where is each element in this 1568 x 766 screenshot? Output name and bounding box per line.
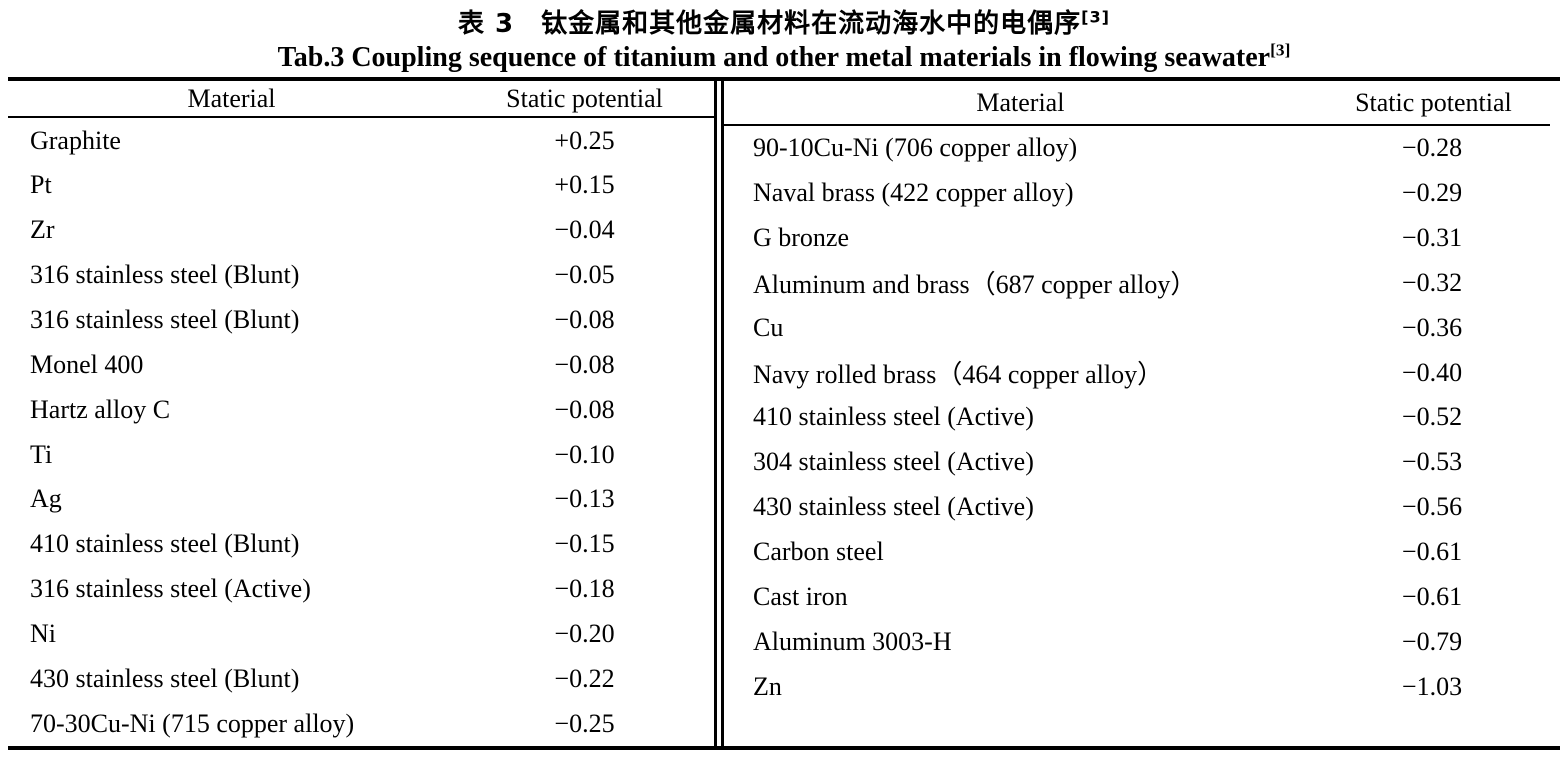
material-column-header: Material [187,83,276,113]
table-row: 304 stainless steel (Active) −0.53 [724,440,1550,485]
material-cell: G bronze [753,223,850,253]
table-row: Aluminum 3003-H −0.79 [724,619,1550,664]
static-potential-cell: −0.25 [554,708,615,738]
material-cell: Zr [30,215,55,245]
static-potential-cell: +0.15 [554,170,615,200]
material-cell: Ti [30,439,53,469]
static-potential-cell: −0.15 [554,529,615,559]
table-row: Ag −0.13 [8,477,714,522]
material-column-header: Material [976,87,1065,117]
static-potential-cell: −0.36 [1401,312,1463,342]
static-potential-column-header: Static potential [1355,87,1512,117]
table-row: 316 stainless steel (Active) −0.18 [8,567,714,612]
table-right-body: 90-10Cu-Ni (706 copper alloy) −0.28 Naval … [724,126,1550,746]
static-potential-cell: −0.61 [1401,537,1463,567]
table-row: Cast iron −0.61 [724,574,1550,619]
material-cell: Graphite [30,125,121,155]
table-row: Naval brass (422 copper alloy) −0.29 [724,171,1550,216]
table-row: Cu −0.36 [724,305,1550,350]
table-row: 410 stainless steel (Active) −0.52 [724,395,1550,440]
static-potential-cell: −0.13 [554,484,615,514]
static-potential-cell: −0.04 [554,215,615,245]
table-row: 410 stainless steel (Blunt) −0.15 [8,522,714,567]
table-caption: 表 3 钛金属和其他金属材料在流动海水中的电偶序[3] Tab.3 Coupli… [0,6,1568,74]
material-cell: Aluminum and brass（687 copper alloy） [753,270,1197,300]
static-potential-cell: −0.31 [1401,223,1463,253]
static-potential-cell: −0.18 [554,574,615,604]
table-title-english-text: Tab.3 Coupling sequence of titanium and … [277,42,1271,73]
static-potential-column-header: Static potential [506,83,663,113]
static-potential-cell: −1.03 [1401,671,1463,701]
material-cell: Carbon steel [753,537,884,567]
static-potential-cell: −0.08 [554,304,615,334]
material-cell: 410 stainless steel (Active) [753,402,1034,432]
material-cell: Zn [753,671,782,701]
static-potential-cell: −0.20 [554,618,615,648]
static-potential-cell: −0.08 [554,349,615,379]
static-potential-cell: −0.08 [554,394,615,424]
material-cell: Navy rolled brass（464 copper alloy） [753,360,1164,390]
material-cell: Hartz alloy C [30,394,171,424]
table-row: 70-30Cu-Ni (715 copper alloy) −0.25 [8,701,714,746]
static-potential-cell: −0.29 [1401,178,1463,208]
material-cell: Cast iron [753,581,848,611]
table-row: Graphite +0.25 [8,118,714,163]
material-cell: 316 stainless steel (Blunt) [30,304,300,334]
table-row: 90-10Cu-Ni (706 copper alloy) −0.28 [724,126,1550,171]
table-row: Hartz alloy C −0.08 [8,387,714,432]
table-row: 430 stainless steel (Blunt) −0.22 [8,656,714,701]
material-cell: Cu [753,312,784,342]
material-cell: Monel 400 [30,349,144,379]
material-cell: 430 stainless steel (Blunt) [30,663,300,693]
material-cell: Ni [30,618,56,648]
table-title-chinese: 表 3 钛金属和其他金属材料在流动海水中的电偶序[3] [0,6,1568,42]
static-potential-cell: −0.53 [1401,447,1463,477]
table-left-body: Graphite +0.25 Pt +0.15 Zr −0.04 316 stainless… [8,118,714,746]
static-potential-cell: −0.56 [1401,492,1463,522]
static-potential-cell: −0.40 [1401,357,1463,387]
table-row: Carbon steel −0.61 [724,530,1550,575]
table-row: 430 stainless steel (Active) −0.56 [724,485,1550,530]
material-cell: Naval brass (422 copper alloy) [753,178,1074,208]
static-potential-cell: +0.25 [554,125,615,155]
table-row: Aluminum and brass（687 copper alloy） −0.3… [724,261,1550,306]
table-header-row: Material Static potential [8,81,714,119]
material-cell: 430 stainless steel (Active) [753,492,1034,522]
coupling-sequence-table: Material Static potential Graphite +0.25 P… [8,77,1560,750]
table-title-english: Tab.3 Coupling sequence of titanium and … [0,40,1568,74]
table-row: 316 stainless steel (Blunt) −0.08 [8,298,714,343]
table-row: Zn −1.03 [724,664,1550,709]
table-row: Pt +0.15 [8,163,714,208]
table-row: Ni −0.20 [8,611,714,656]
static-potential-cell: −0.28 [1401,133,1463,163]
table-row: Zr −0.04 [8,208,714,253]
static-potential-cell: −0.10 [554,439,615,469]
material-cell: 304 stainless steel (Active) [753,447,1034,477]
table-right-half: Material Static potential 90-10Cu-Ni (70… [714,81,1550,746]
citation-ref: [3] [1081,7,1111,27]
material-cell: Pt [30,170,52,200]
table-row: Navy rolled brass（464 copper alloy） −0.40 [724,350,1550,395]
citation-ref: [3] [1270,40,1291,60]
static-potential-cell: −0.32 [1401,267,1463,297]
table-left-half: Material Static potential Graphite +0.25 P… [8,81,714,746]
static-potential-cell: −0.61 [1401,581,1463,611]
material-cell: 316 stainless steel (Blunt) [30,260,300,290]
static-potential-cell: −0.52 [1401,402,1463,432]
static-potential-cell: −0.79 [1401,626,1463,656]
material-cell: 410 stainless steel (Blunt) [30,529,300,559]
material-cell: Ag [30,484,62,514]
table-title-chinese-text: 表 3 钛金属和其他金属材料在流动海水中的电偶序 [457,9,1082,39]
table-row: 316 stainless steel (Blunt) −0.05 [8,253,714,298]
material-cell: 70-30Cu-Ni (715 copper alloy) [30,708,355,738]
table-row: Ti −0.10 [8,432,714,477]
material-cell: Aluminum 3003-H [753,626,952,656]
material-cell: 316 stainless steel (Active) [30,574,311,604]
table-row: G bronze −0.31 [724,216,1550,261]
static-potential-cell: −0.22 [554,663,615,693]
table-header-row: Material Static potential [724,81,1550,126]
static-potential-cell: −0.05 [554,260,615,290]
table-row: Monel 400 −0.08 [8,342,714,387]
material-cell: 90-10Cu-Ni (706 copper alloy) [753,133,1078,163]
